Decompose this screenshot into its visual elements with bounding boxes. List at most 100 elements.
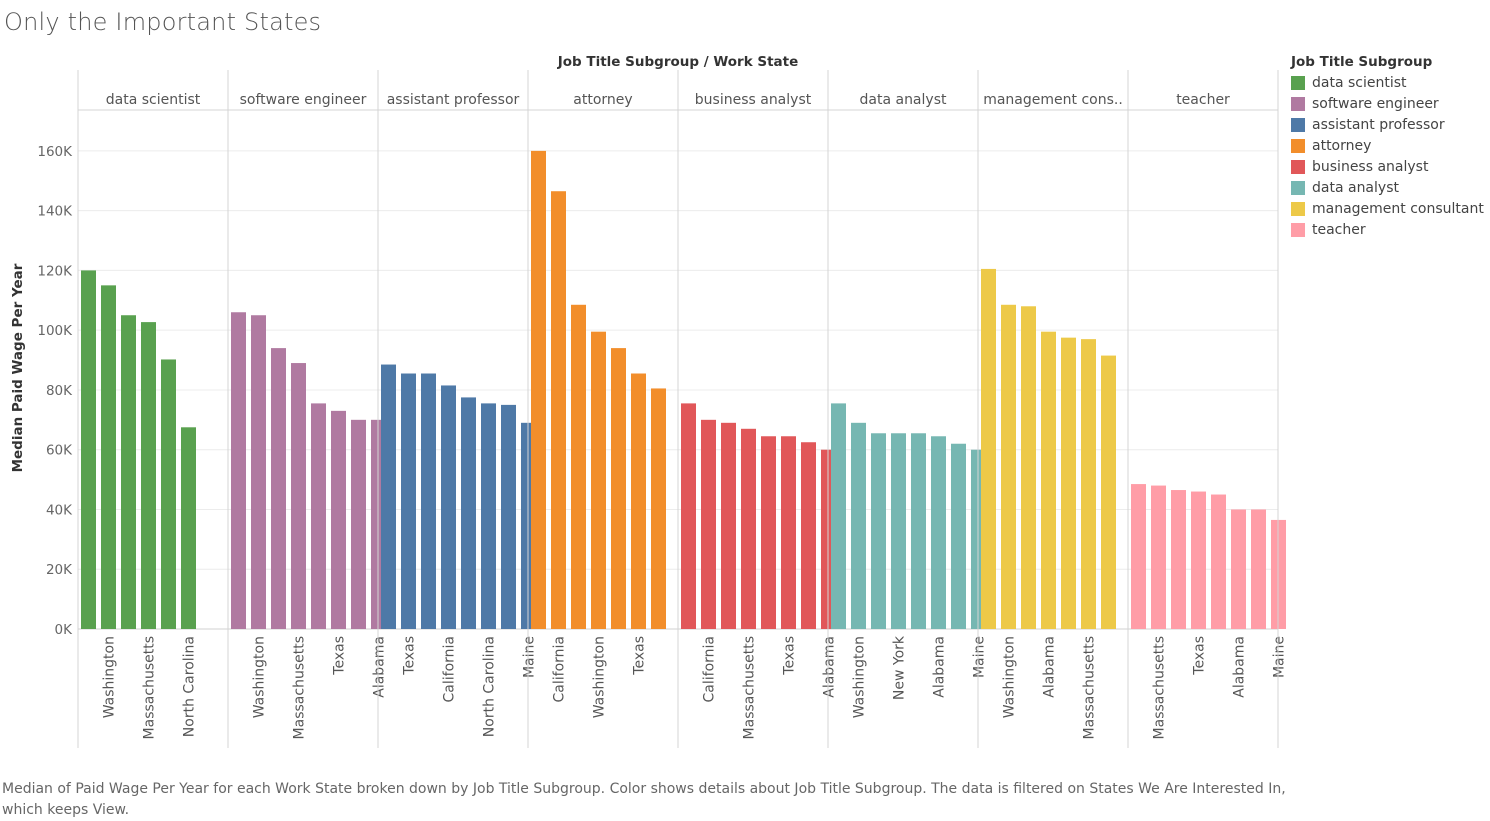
y-tick-label: 60K <box>46 443 73 459</box>
y-tick-label: 80K <box>46 383 73 399</box>
y-tick-label: 100K <box>37 323 73 339</box>
x-tick-label: California <box>552 636 568 702</box>
bar <box>291 363 306 629</box>
bar <box>1151 485 1166 629</box>
legend-label: attorney <box>1312 137 1372 154</box>
bar <box>251 315 266 629</box>
legend-label: data scientist <box>1312 74 1407 91</box>
x-tick-label: Massachusetts <box>292 636 308 739</box>
bar <box>831 403 846 629</box>
bar <box>1081 339 1096 629</box>
y-tick-label: 140K <box>37 204 73 220</box>
x-tick-label: Texas <box>1192 636 1208 676</box>
x-tick-label: Washington <box>1002 636 1018 718</box>
chart-caption: Median of Paid Wage Per Year for each Wo… <box>2 781 1286 818</box>
bar <box>481 403 496 629</box>
x-tick-label: Massachusetts <box>142 636 158 739</box>
x-tick-label: Maine <box>1272 636 1288 678</box>
legend-swatch <box>1291 222 1305 237</box>
bar <box>681 403 696 629</box>
x-tick-label: Alabama <box>1232 636 1248 698</box>
bar <box>801 442 816 629</box>
bar <box>381 364 396 629</box>
group-header: attorney <box>573 92 632 108</box>
chart-title: Job Title Subgroup / Work State <box>557 54 799 70</box>
x-tick-label: Washington <box>252 636 268 718</box>
page-title: Only the Important States <box>4 8 322 36</box>
group-header: teacher <box>1176 92 1230 108</box>
legend-swatch <box>1291 75 1305 90</box>
x-tick-label: Alabama <box>822 636 838 698</box>
group-header: assistant professor <box>387 92 520 108</box>
x-tick-label: Massachusetts <box>742 636 758 739</box>
bar <box>651 388 666 629</box>
x-tick-label: North Carolina <box>182 636 198 737</box>
legend-item[interactable]: assistant professor <box>1291 114 1484 135</box>
x-tick-label: California <box>702 636 718 702</box>
bar <box>311 403 326 629</box>
bar <box>701 419 716 629</box>
bar <box>1021 306 1036 629</box>
x-tick-label: Texas <box>632 636 648 676</box>
x-tick-label: Alabama <box>372 636 388 698</box>
legend-item[interactable]: attorney <box>1291 135 1484 156</box>
legend-item[interactable]: data analyst <box>1291 177 1484 198</box>
bar <box>871 433 886 629</box>
bar <box>571 304 586 629</box>
bar <box>721 422 736 629</box>
x-tick-label: Texas <box>782 636 798 676</box>
bar <box>1171 490 1186 629</box>
legend: Job Title Subgroup data scientist softwar… <box>1291 54 1484 240</box>
x-tick-label: Massachusetts <box>1082 636 1098 739</box>
legend-swatch <box>1291 117 1305 132</box>
bar <box>631 373 646 629</box>
x-tick-label: Alabama <box>932 636 948 698</box>
x-tick-label: Washington <box>102 636 118 718</box>
bar <box>741 428 756 629</box>
group-header: data scientist <box>106 92 201 108</box>
bar <box>951 443 966 629</box>
legend-item[interactable]: teacher <box>1291 219 1484 240</box>
bar <box>911 433 926 629</box>
legend-item[interactable]: business analyst <box>1291 156 1484 177</box>
group-header: software engineer <box>240 92 367 108</box>
bar <box>1101 355 1116 629</box>
legend-item[interactable]: software engineer <box>1291 93 1484 114</box>
bar <box>141 322 156 629</box>
x-tick-label: Washington <box>592 636 608 718</box>
bar <box>421 373 436 629</box>
legend-swatch <box>1291 138 1305 153</box>
y-tick-label: 20K <box>46 562 73 578</box>
bar <box>1231 509 1246 629</box>
x-tick-label: Maine <box>972 636 988 678</box>
legend-item[interactable]: data scientist <box>1291 72 1484 93</box>
y-tick-label: 120K <box>37 263 73 279</box>
legend-swatch <box>1291 180 1305 195</box>
bar <box>611 348 626 629</box>
x-tick-label: Massachusetts <box>1152 636 1168 739</box>
legend-swatch <box>1291 96 1305 111</box>
bar <box>81 270 96 629</box>
legend-label: management consultant <box>1312 200 1484 217</box>
bar <box>1211 494 1226 629</box>
bar <box>1041 331 1056 629</box>
bar <box>461 397 476 629</box>
bar <box>931 436 946 629</box>
x-tick-label: California <box>442 636 458 702</box>
group-header: management cons.. <box>983 92 1123 108</box>
bar <box>501 404 516 629</box>
legend-label: business analyst <box>1312 158 1429 175</box>
legend-title: Job Title Subgroup <box>1291 54 1433 70</box>
x-tick-label: Texas <box>402 636 418 676</box>
bar <box>591 331 606 629</box>
bar <box>1191 491 1206 629</box>
y-tick-label: 160K <box>37 144 73 160</box>
bar <box>1061 337 1076 629</box>
bar <box>101 285 116 629</box>
x-tick-label: North Carolina <box>482 636 498 737</box>
x-tick-label: New York <box>892 635 908 700</box>
legend-label: data analyst <box>1312 179 1399 196</box>
group-header: data analyst <box>860 92 947 108</box>
legend-item[interactable]: management consultant <box>1291 198 1484 219</box>
